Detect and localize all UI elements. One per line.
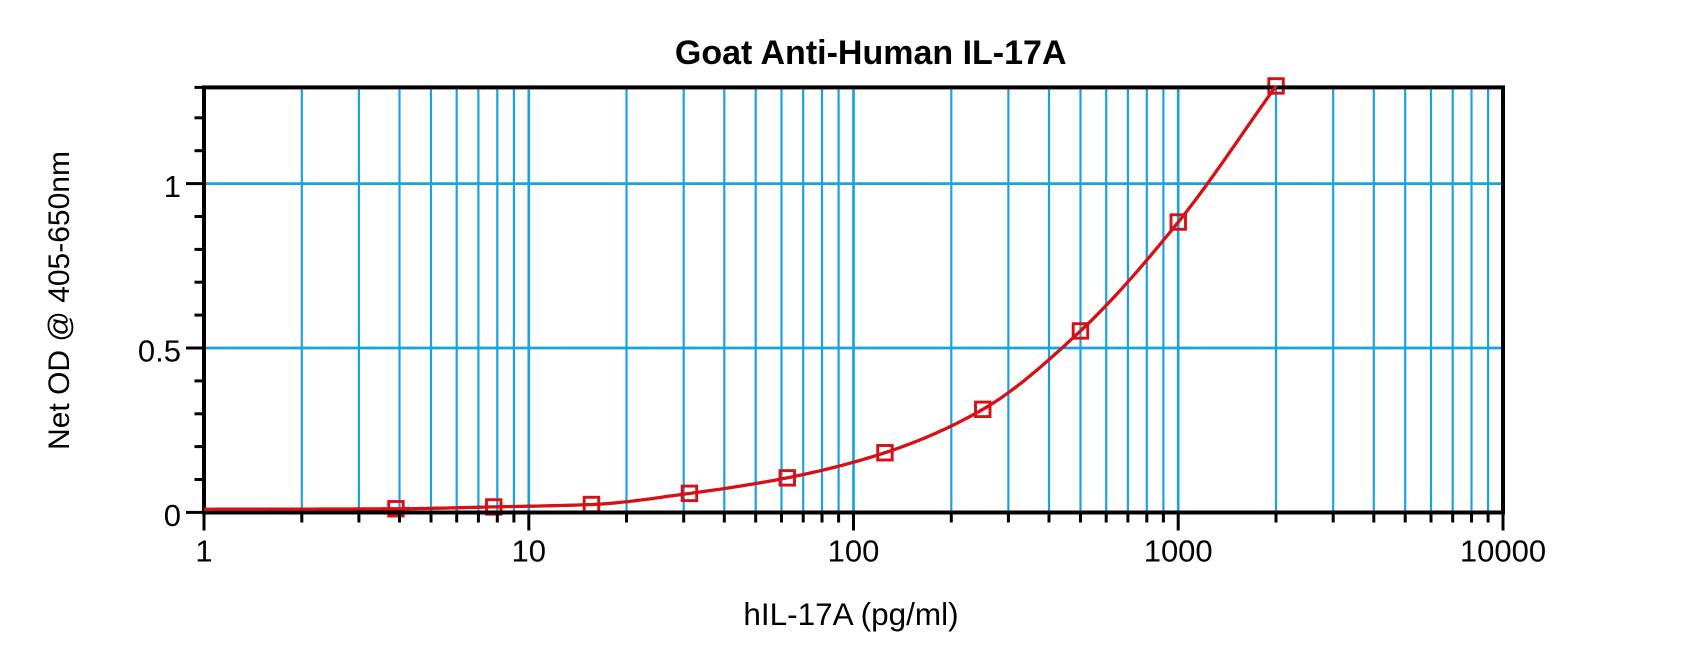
svg-text:Net OD @ 405-650nm: Net OD @ 405-650nm <box>43 151 76 450</box>
svg-text:hIL-17A (pg/ml): hIL-17A (pg/ml) <box>743 596 958 632</box>
svg-text:0.5: 0.5 <box>138 334 181 369</box>
svg-text:10000: 10000 <box>1460 534 1546 569</box>
svg-text:1000: 1000 <box>1144 534 1213 569</box>
svg-text:Goat Anti-Human IL-17A: Goat Anti-Human IL-17A <box>675 34 1067 72</box>
svg-text:100: 100 <box>828 534 880 569</box>
svg-text:1: 1 <box>195 534 212 569</box>
svg-text:10: 10 <box>512 534 546 569</box>
svg-text:0: 0 <box>164 498 181 533</box>
svg-text:1: 1 <box>164 169 181 204</box>
